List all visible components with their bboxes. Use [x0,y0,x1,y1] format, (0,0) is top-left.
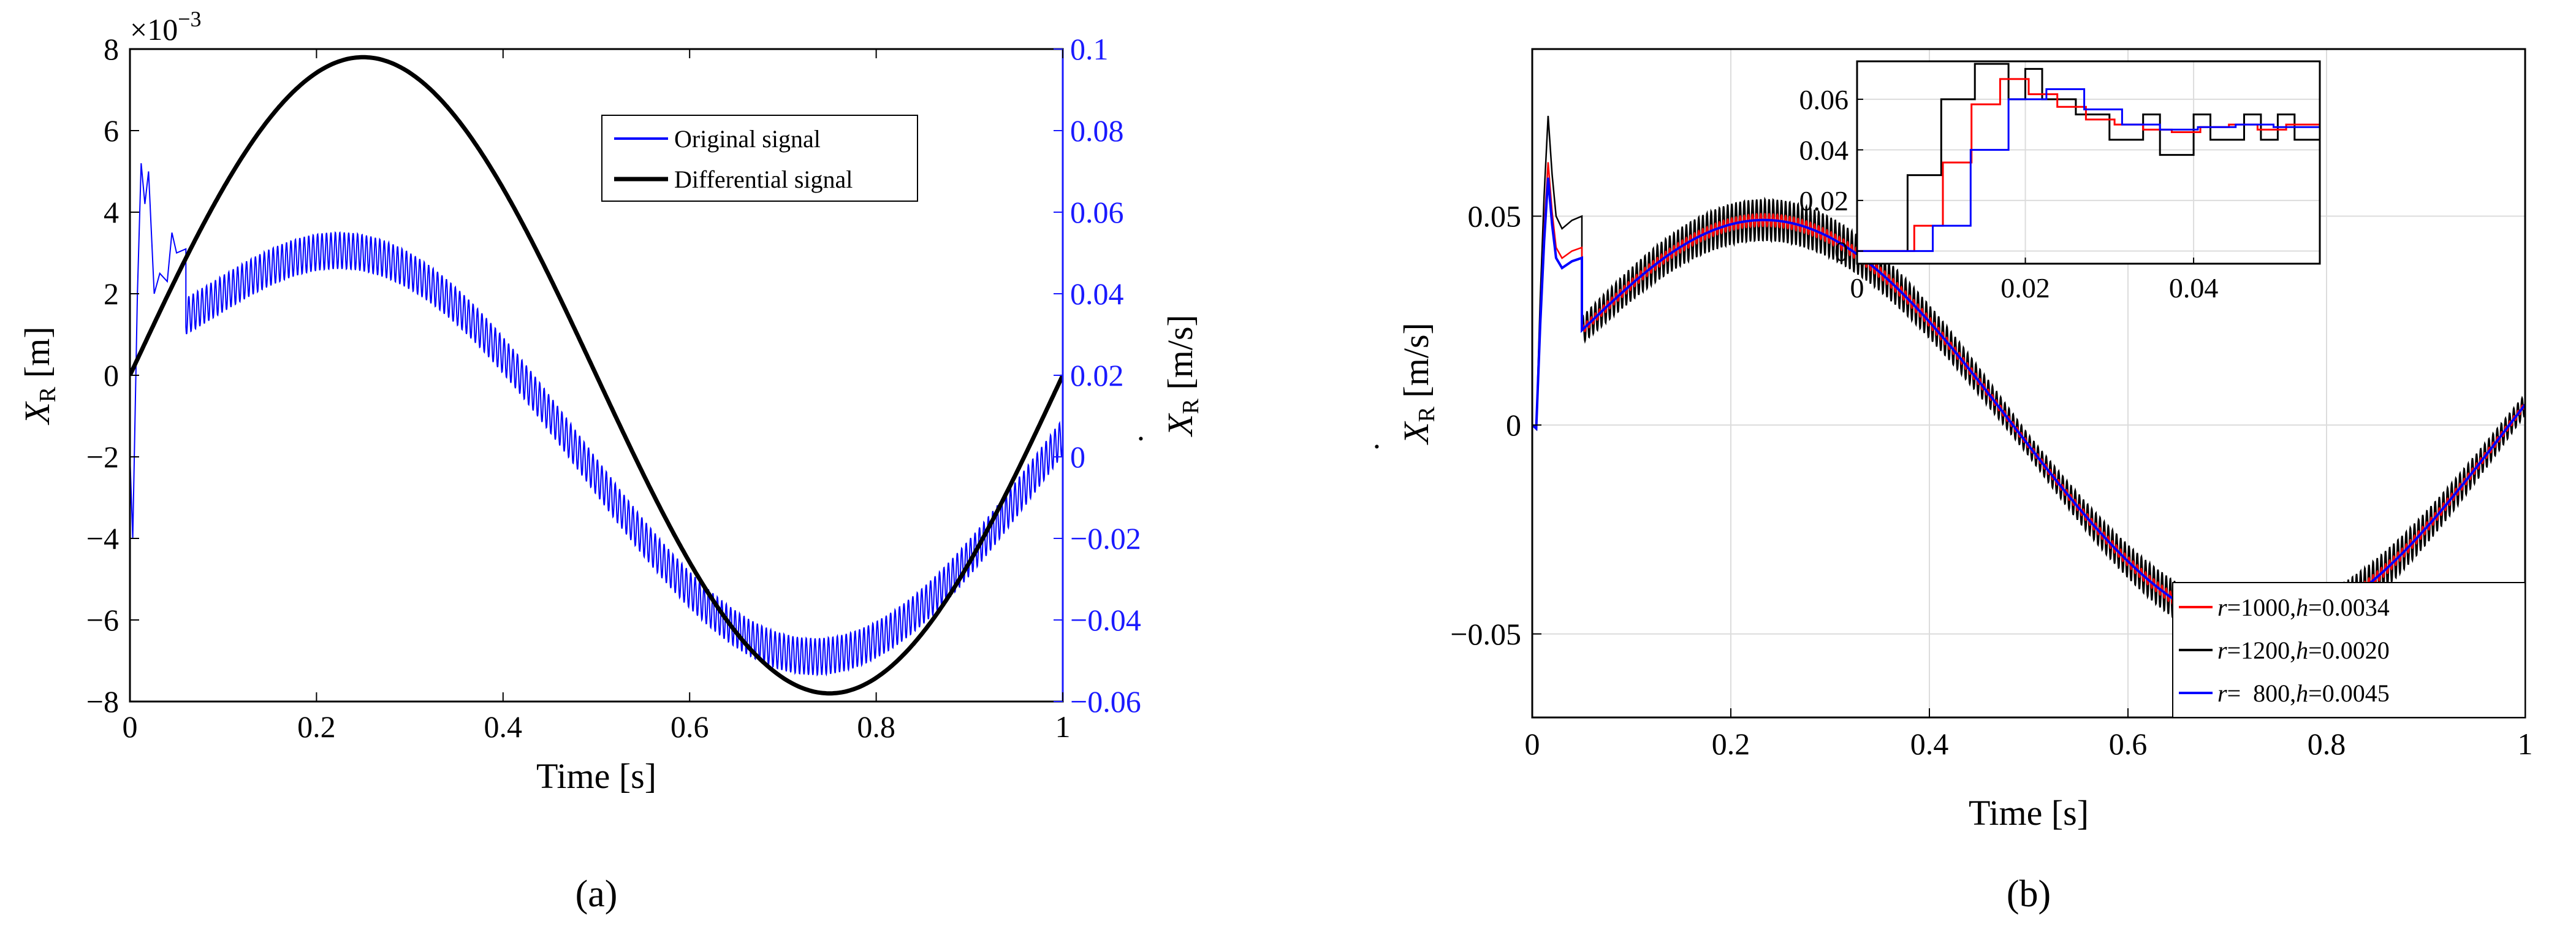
chart-b-inset-frame [1856,60,2321,265]
chart-b-inset-ytick-label: 0.02 [1799,185,1849,216]
chart-b-ticks: 0 0.2 0.4 0.6 0.8 1 −0.05 0 0.05 [1450,199,2532,762]
chart-a-ytick-right-label: −0.06 [1070,684,1141,719]
chart-a-ytick-right-label: −0.02 [1070,521,1141,556]
chart-b-xtick-label: 0 [1525,727,1540,761]
chart-b-legend-label-2: r=1200,h=0.0020 [2217,637,2390,664]
chart-b-ytick-label: −0.05 [1450,617,1521,651]
chart-b-ytick-label: 0 [1506,408,1521,442]
chart-b-inset-ytick-label: 0.04 [1799,134,1849,166]
chart-a-legend: Original signal Differential signal [601,115,918,202]
chart-a-ytick-left-label: 4 [104,195,119,229]
svg-text:XR [m/s]: XR [m/s] [1160,315,1204,437]
chart-b-plot-frame [1531,48,2526,719]
chart-b-xtick-label: 0.4 [1910,727,1949,761]
chart-a-exponent-label: ×10−3 [130,7,202,47]
panel-label-a: (a) [576,873,618,915]
chart-b-inset: 0 0.02 0.04 0 0.02 0.04 0.06 [1799,60,2321,304]
chart-a-ytick-right-label: 0.06 [1070,195,1124,229]
chart-a-ytick-right-label: −0.04 [1070,603,1141,637]
chart-a-ytick-right-label: 0.02 [1070,358,1124,392]
chart-b-inset-xtick-label: 0.04 [2169,272,2219,304]
chart-a-ytick-left-label: −2 [86,440,119,474]
chart-a-ticks: 0 0.2 0.4 0.6 0.8 1 −8 −6 −4 −2 0 2 4 6 8 −0.06 −0.04 −0.… [86,32,1141,744]
chart-a-legend-label-original: Original signal [674,125,821,153]
chart-b-inset-xtick-label: 0 [1850,272,1864,304]
chart-a-y-right-dot: ˙ [1131,433,1171,445]
chart-b-xtick-label: 1 [2518,727,2533,761]
chart-b-inset-xtick-label: 0.02 [2000,272,2050,304]
chart-b-y-title-dot: ˙ [1367,441,1407,453]
chart-b-x-axis-title: Time [s] [1969,793,2089,833]
chart-a-xtick-label: 0.8 [857,709,895,744]
chart-a-series-group [130,55,1063,696]
chart-a-ytick-right-label: 0 [1070,440,1085,474]
chart-a-ytick-right-label: 0.1 [1070,32,1109,66]
chart-b-inset-ytick-label: 0.06 [1799,84,1849,115]
svg-text:XR [m/s]: XR [m/s] [1396,323,1440,445]
chart-a-x-axis-title: Time [s] [536,756,656,796]
chart-a-ytick-left-label: 2 [104,277,119,311]
chart-b-inset-ytick-label: 0 [1834,235,1848,267]
chart-a-ytick-right-label: 0.08 [1070,113,1124,148]
chart-a-ytick-left-label: 6 [104,113,119,148]
chart-a-line-differential-signal [130,55,1063,696]
svg-text:XR [m]: XR [m] [17,326,61,425]
chart-a-y-right-title: XR [m/s] ˙ [1131,315,1204,445]
chart-b-xtick-label: 0.6 [2109,727,2148,761]
chart-a-ytick-left-label: −6 [86,603,119,637]
chart-b-legend: r=1000,h=0.0034 r=1200,h=0.0020 r= 800,h… [2172,582,2526,718]
chart-b-inset-line-2 [1857,88,2320,252]
chart-a-ytick-left-label: 0 [104,358,119,392]
chart-b-inset-line-1 [1857,78,2320,252]
chart-a-ytick-left-label: −4 [86,521,119,556]
chart-b-y-title: XR [m/s] ˙ [1367,323,1440,453]
chart-b-xtick-label: 0.2 [1712,727,1750,761]
chart-a-xtick-label: 0.4 [484,709,523,744]
chart-a-ytick-left-label: 8 [104,32,119,66]
chart-a-line-original-signal [130,163,1063,677]
chart-a-ytick-right-label: 0.04 [1070,277,1124,311]
chart-b-legend-label-1: r=1000,h=0.0034 [2217,594,2390,621]
chart-b-inset-line-0 [1857,63,2320,252]
chart-a: 0 0.2 0.4 0.6 0.8 1 −8 −6 −4 −2 0 2 4 6 8 −0.06 −0.04 −0.… [17,7,1204,915]
chart-b-xtick-label: 0.8 [2308,727,2346,761]
chart-a-legend-label-differential: Differential signal [674,166,853,193]
panel-label-b: (b) [2007,873,2051,915]
chart-a-xtick-label: 0.2 [297,709,336,744]
chart-b-ytick-label: 0.05 [1468,199,1522,234]
chart-b-legend-label-3: r= 800,h=0.0045 [2217,679,2390,707]
chart-a-xtick-label: 0.6 [671,709,709,744]
chart-a-ytick-left-label: −8 [86,684,119,719]
chart-a-y-left-title: XR [m] [17,326,61,425]
chart-a-xtick-label: 1 [1055,709,1071,744]
chart-b-inset-background [1857,61,2320,264]
chart-b-inset-series-group [1857,63,2320,252]
chart-a-xtick-label: 0 [123,709,138,744]
chart-b-inset-ticks: 0 0.02 0.04 0 0.02 0.04 0.06 [1799,84,2219,304]
chart-b: 0 0.2 0.4 0.6 0.8 1 −0.05 0 0.05 Time [s] XR [m/… [1367,48,2533,915]
